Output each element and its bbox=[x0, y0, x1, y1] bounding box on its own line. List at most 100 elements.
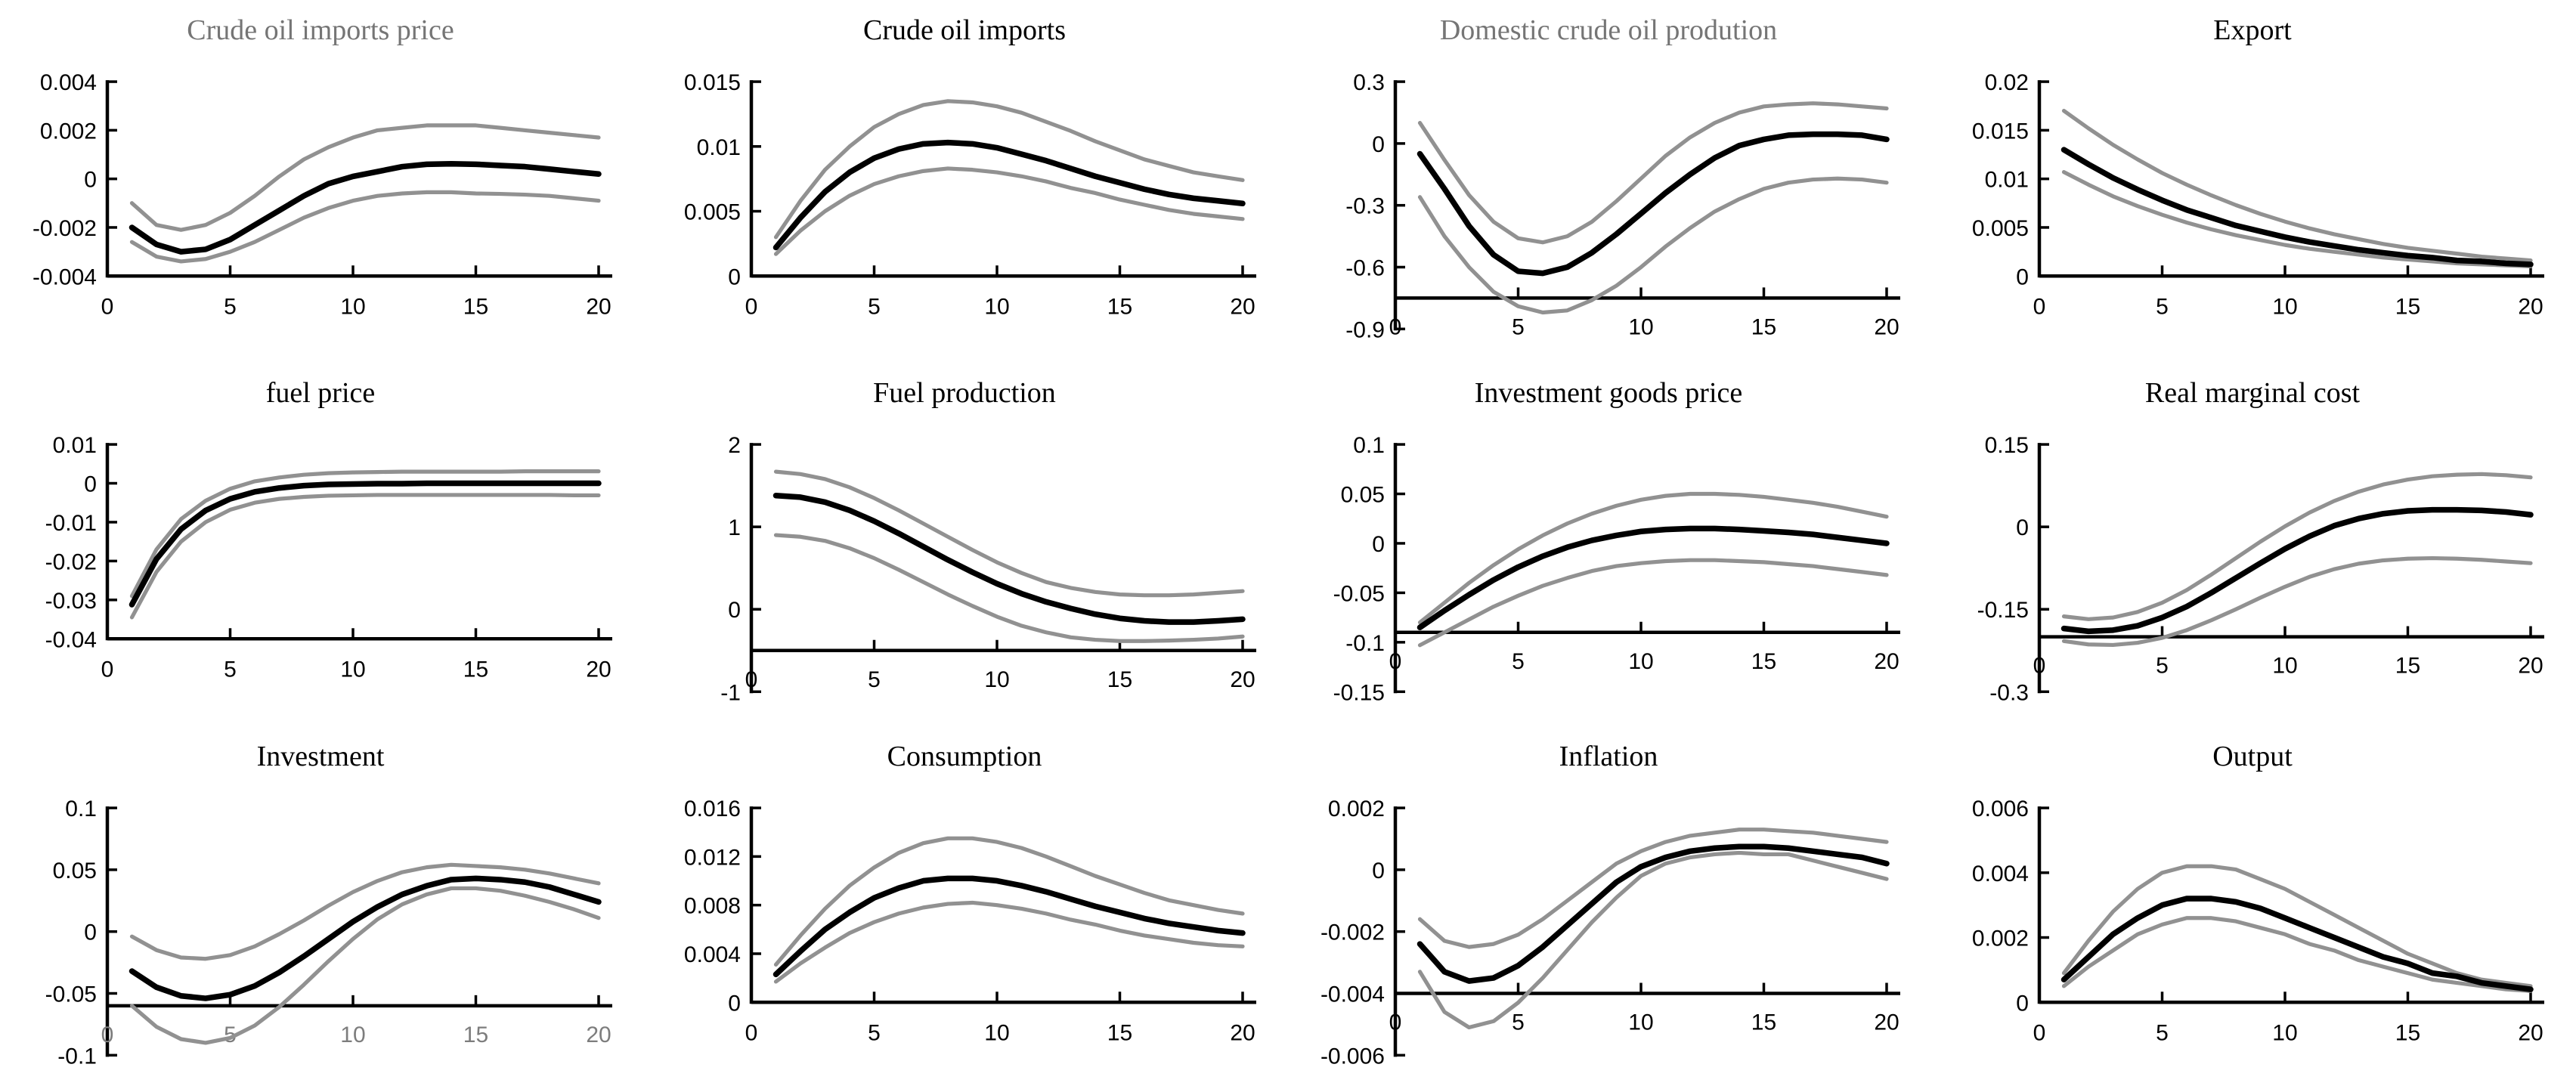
y-tick-label: 2 bbox=[728, 433, 741, 458]
x-tick-label: 20 bbox=[2518, 294, 2543, 319]
y-tick-label: 0 bbox=[728, 265, 741, 289]
y-tick-label: -0.002 bbox=[1321, 920, 1385, 945]
chart-title: Export bbox=[2213, 14, 2292, 46]
lower-band-line bbox=[129, 190, 601, 264]
x-tick-label: 5 bbox=[224, 1022, 237, 1047]
upper-band-line bbox=[773, 469, 1245, 598]
x-tick-label: 20 bbox=[1874, 1010, 1899, 1035]
chart-inflation: Inflation 0.002 0 -0.002 -0.004 -0.006 0 5 10 15… bbox=[1288, 726, 1932, 1089]
upper-band-line bbox=[1417, 101, 1889, 245]
y-tick-label: 0.002 bbox=[1972, 926, 2029, 951]
chart-investment-goods-price: Investment goods price 0.1 0.05 0 -0.05 -0.1… bbox=[1288, 363, 1932, 725]
y-tick-label: 0.012 bbox=[684, 845, 741, 870]
chart-canvas-investment: Investment 0.10.050-0.05-0.10 5 10 15 20 bbox=[45, 741, 612, 1069]
x-tick-label: 15 bbox=[1751, 1010, 1776, 1035]
y-tick-label: 0.005 bbox=[684, 200, 741, 225]
x-tick-label: 0 bbox=[101, 1022, 114, 1047]
y-tick-label: 0.02 bbox=[1985, 70, 2029, 95]
x-tick-label: 0 bbox=[101, 657, 114, 682]
median-line bbox=[2060, 147, 2534, 268]
chart-canvas-crude-oil-imports-price: Crude oil imports price 0.0040.0020-0.00… bbox=[33, 14, 612, 319]
median-line bbox=[772, 139, 1246, 251]
x-tick-label: 5 bbox=[224, 294, 237, 319]
x-tick-label: 10 bbox=[984, 294, 1009, 319]
y-tick-label: 0.004 bbox=[684, 942, 741, 967]
x-tick-label: 15 bbox=[1751, 314, 1776, 339]
y-tick-label: 0.016 bbox=[684, 797, 741, 821]
chart-title: Inflation bbox=[1559, 741, 1658, 772]
x-tick-label: 5 bbox=[2156, 654, 2169, 679]
y-tick-label: 0.004 bbox=[40, 70, 97, 95]
upper-band-line bbox=[773, 836, 1245, 967]
chart-title: fuel price bbox=[266, 377, 375, 409]
x-tick-label: 10 bbox=[1628, 649, 1653, 674]
y-tick-label: -0.1 bbox=[57, 1044, 97, 1069]
chart-title: Output bbox=[2212, 741, 2293, 772]
lower-band-line bbox=[2061, 170, 2533, 268]
x-tick-label: 5 bbox=[868, 667, 881, 692]
y-tick-label: -0.15 bbox=[1977, 599, 2029, 623]
y-tick-label: 0 bbox=[84, 920, 97, 945]
x-tick-label: 15 bbox=[2395, 294, 2420, 319]
median-line bbox=[2060, 895, 2534, 992]
chart-domestic-crude-oil-prodution: Domestic crude oil prodution 0.3 0 -0.3 -0.… bbox=[1288, 0, 1932, 363]
x-tick-label: 0 bbox=[745, 1020, 758, 1045]
y-tick-label: 0.005 bbox=[1972, 216, 2029, 241]
median-line bbox=[772, 493, 1246, 626]
x-tick-label: 10 bbox=[2272, 294, 2297, 319]
chart-title: Crude oil imports bbox=[863, 14, 1066, 46]
median-line bbox=[128, 160, 602, 255]
x-tick-label: 5 bbox=[1512, 314, 1525, 339]
y-tick-label: 0.01 bbox=[697, 135, 741, 160]
upper-band-line bbox=[1417, 827, 1889, 949]
y-tick-label: 0.05 bbox=[1341, 483, 1385, 508]
lower-band-line bbox=[1417, 850, 1889, 1029]
x-tick-label: 20 bbox=[586, 294, 611, 319]
y-tick-label: 0.006 bbox=[1972, 797, 2029, 821]
x-tick-label: 15 bbox=[463, 1022, 488, 1047]
y-tick-label: -0.002 bbox=[33, 216, 97, 241]
upper-band-line bbox=[2061, 472, 2533, 622]
x-tick-label: 0 bbox=[2033, 294, 2046, 319]
chart-title: Consumption bbox=[887, 741, 1042, 772]
x-tick-label: 15 bbox=[2395, 1020, 2420, 1045]
x-tick-label: 20 bbox=[1874, 649, 1899, 674]
chart-investment: Investment 0.1 0.05 0 -0.05 -0.1 0 5 10 15 20 bbox=[0, 726, 644, 1089]
x-tick-label: 0 bbox=[745, 667, 758, 692]
chart-canvas-crude-oil-imports: Crude oil imports 0.015 0.01 0.005 00 5 10 15 2… bbox=[684, 14, 1256, 319]
median-line bbox=[1416, 843, 1890, 984]
y-tick-label: -0.04 bbox=[45, 628, 97, 653]
chart-export: Export 0.02 0.015 0.01 0.005 0 0 5 10 15 20 bbox=[1932, 0, 2576, 363]
x-tick-label: 10 bbox=[340, 657, 365, 682]
chart-canvas-investment-goods-price: Investment goods price 0.1 0.05 0 -0.05 -0.1… bbox=[1333, 377, 1900, 706]
y-tick-label: 0.01 bbox=[1985, 168, 2029, 193]
chart-title: Investment bbox=[257, 741, 385, 772]
upper-band-line bbox=[129, 123, 601, 232]
upper-band-line bbox=[129, 862, 601, 961]
y-tick-label: -0.006 bbox=[1321, 1044, 1385, 1069]
y-tick-label: 0.008 bbox=[684, 893, 741, 918]
upper-band-line bbox=[2061, 864, 2533, 988]
y-tick-label: 0.004 bbox=[1972, 861, 2029, 886]
upper-band-line bbox=[773, 99, 1245, 240]
x-tick-label: 5 bbox=[224, 657, 237, 682]
median-line bbox=[2060, 507, 2534, 635]
y-tick-label: 0.002 bbox=[1328, 797, 1385, 821]
x-tick-label: 15 bbox=[1107, 294, 1132, 319]
lower-band-line bbox=[773, 166, 1245, 256]
chart-title: Investment goods price bbox=[1475, 377, 1742, 409]
lower-band-line bbox=[129, 493, 601, 620]
chart-fuel-price: fuel price 0.01 0 -0.01 -0.02 -0.03 -0.04 0 5 10… bbox=[0, 363, 644, 725]
x-tick-label: 10 bbox=[984, 667, 1009, 692]
y-tick-label: 0 bbox=[728, 599, 741, 623]
x-tick-label: 10 bbox=[1628, 1010, 1653, 1035]
x-tick-label: 20 bbox=[1230, 667, 1255, 692]
y-tick-label: -0.3 bbox=[1345, 194, 1385, 219]
x-tick-label: 0 bbox=[745, 294, 758, 319]
y-tick-label: -0.01 bbox=[45, 511, 97, 536]
y-tick-label: -0.004 bbox=[1321, 982, 1385, 1007]
x-tick-label: 5 bbox=[868, 1020, 881, 1045]
y-tick-label: -0.1 bbox=[1345, 631, 1385, 656]
y-tick-label: 0.1 bbox=[1353, 433, 1385, 458]
